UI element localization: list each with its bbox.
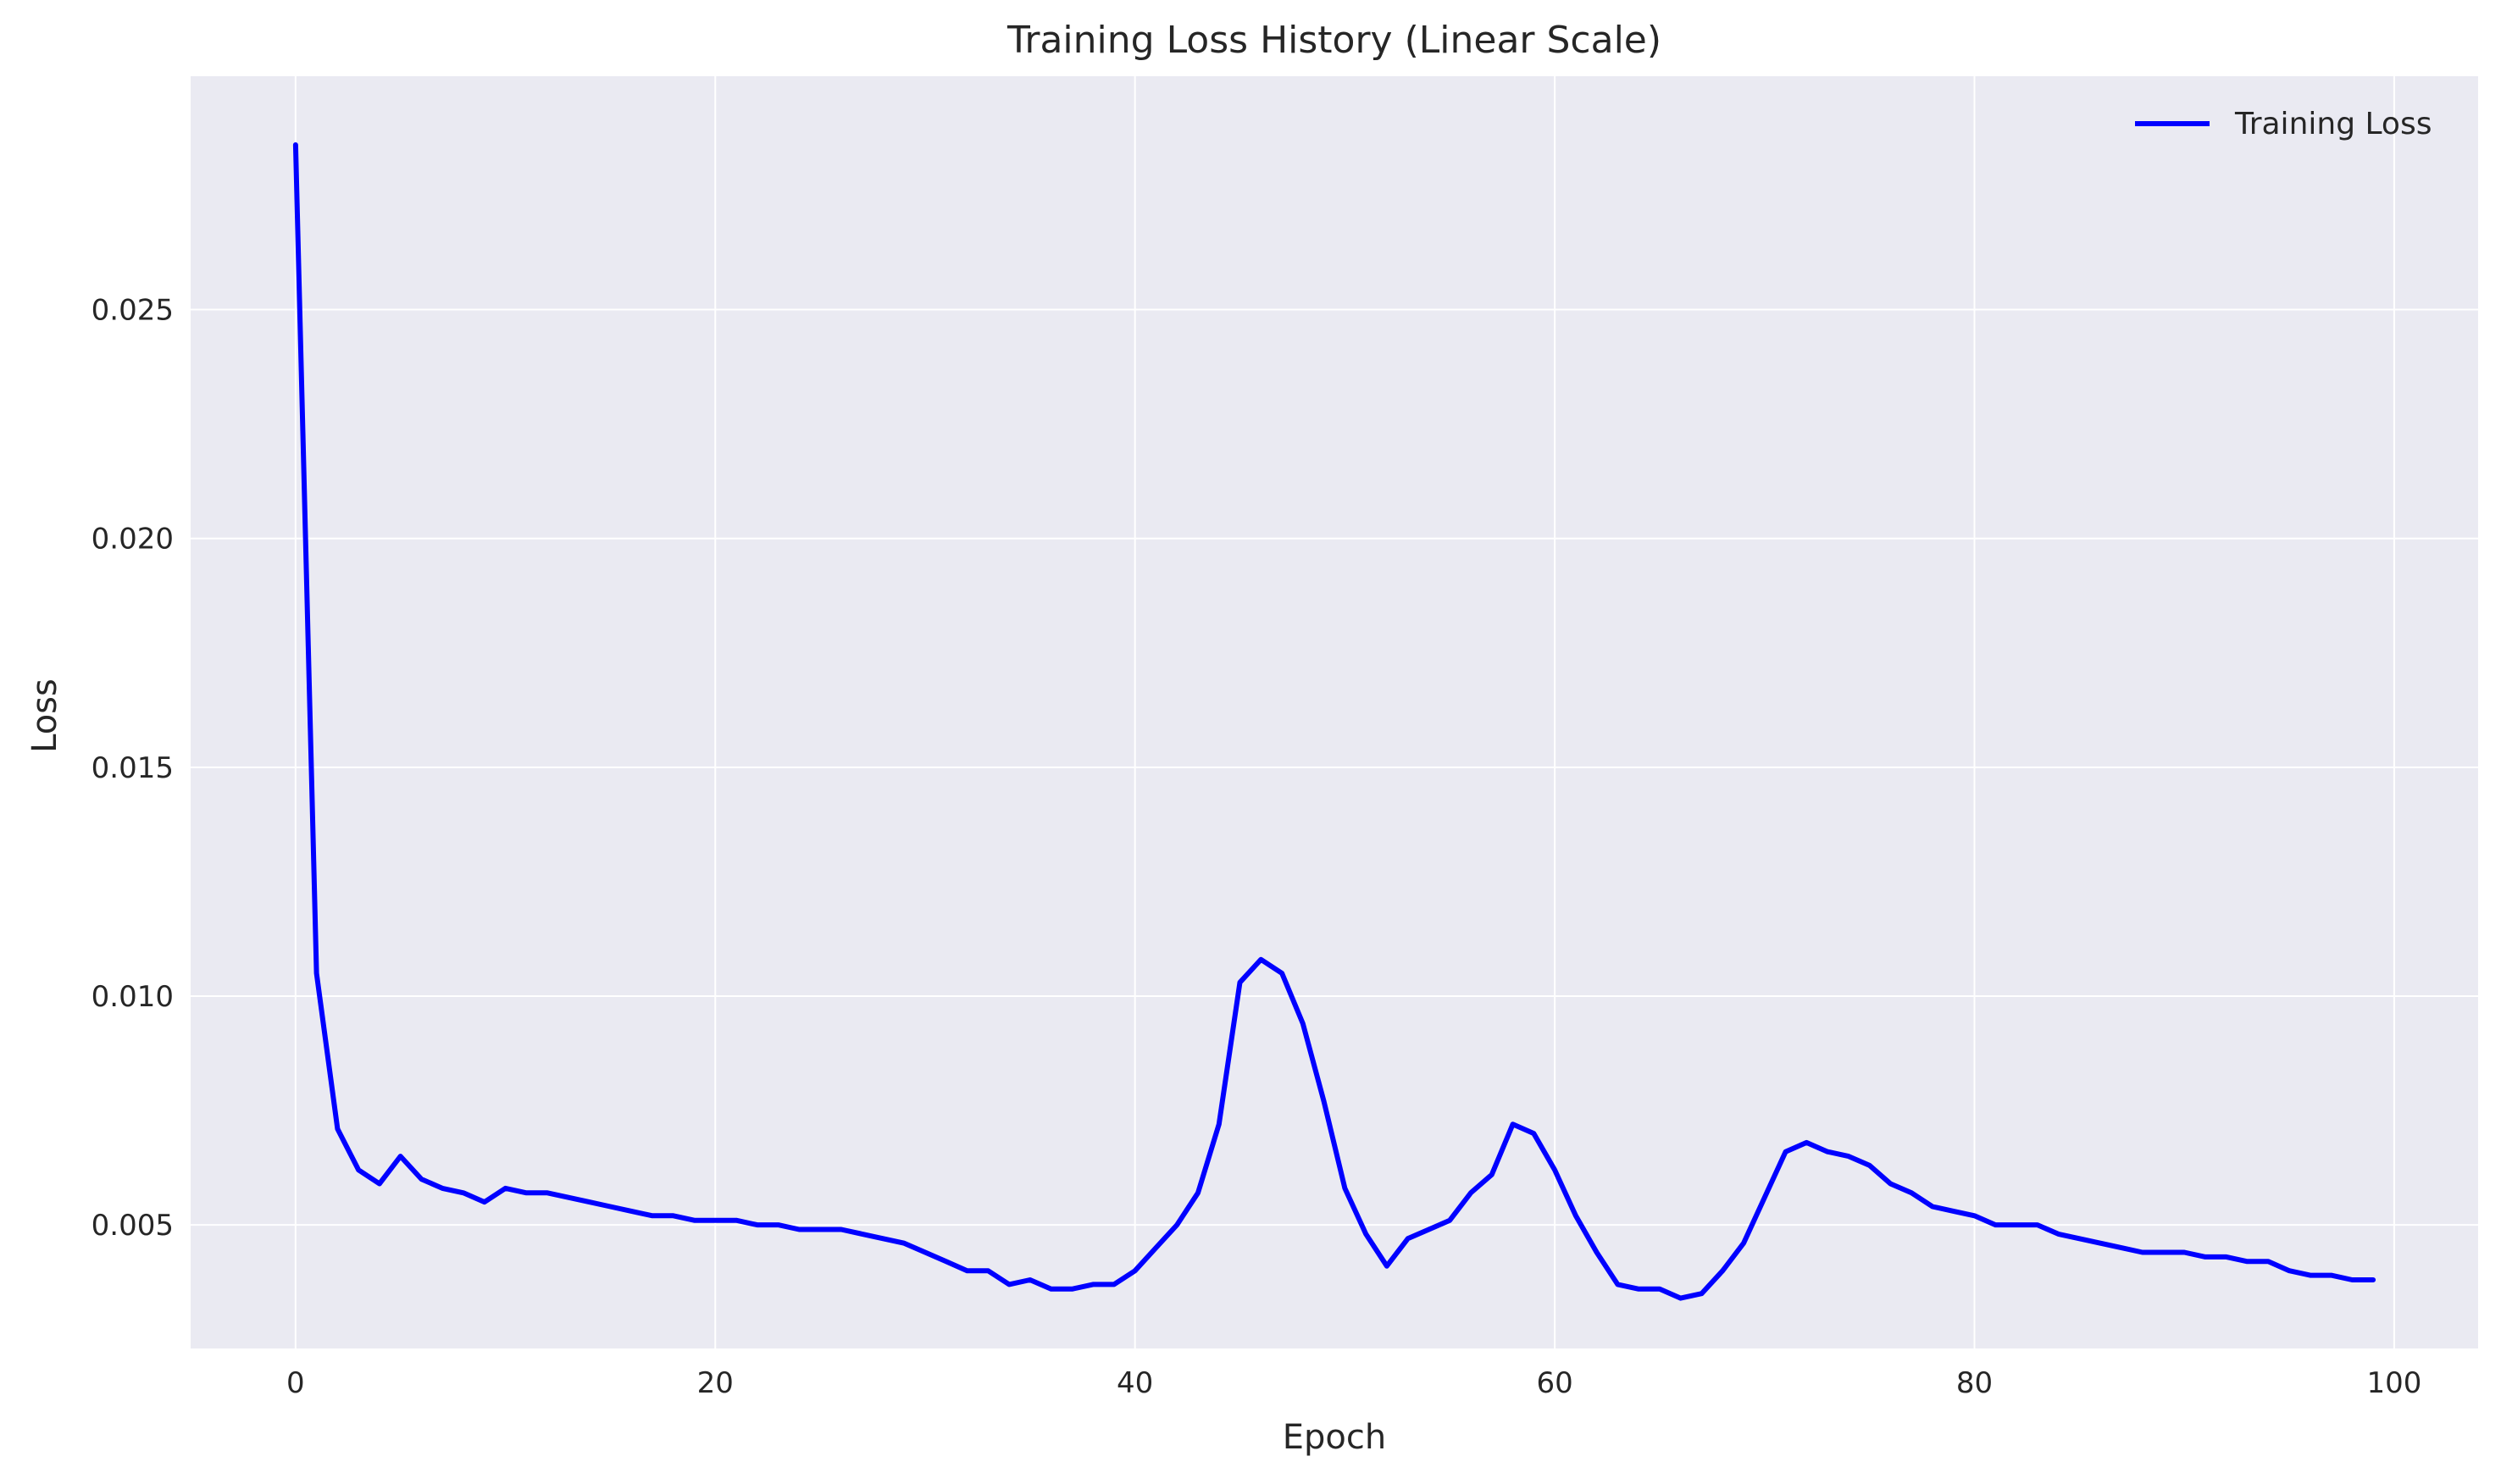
x-axis-label: Epoch [1283,1418,1386,1457]
grid [191,76,2478,1348]
x-tick-label: 100 [2366,1366,2421,1400]
y-tick-label: 0.015 [92,751,174,785]
x-axis-ticks: 0 20 40 60 80 100 [286,1366,2421,1400]
chart-title: Training Loss History (Linear Scale) [1006,19,1661,62]
x-tick-label: 60 [1536,1366,1572,1400]
y-tick-label: 0.005 [92,1209,174,1243]
series-layer [292,142,2376,1301]
y-axis-ticks: 0.005 0.010 0.015 0.020 0.025 [92,294,174,1243]
x-tick-label: 80 [1956,1366,1993,1400]
plot-area [191,76,2478,1348]
legend-label: Training Loss [2234,107,2432,141]
y-tick-label: 0.020 [92,523,174,556]
y-tick-label: 0.025 [92,294,174,328]
x-tick-label: 20 [697,1366,734,1400]
y-axis-label: Loss [25,678,64,753]
x-tick-label: 40 [1117,1366,1153,1400]
x-tick-label: 0 [286,1366,305,1400]
y-tick-label: 0.010 [92,980,174,1014]
legend: Training Loss [2135,107,2432,141]
series-line-training-loss [292,142,2376,1301]
